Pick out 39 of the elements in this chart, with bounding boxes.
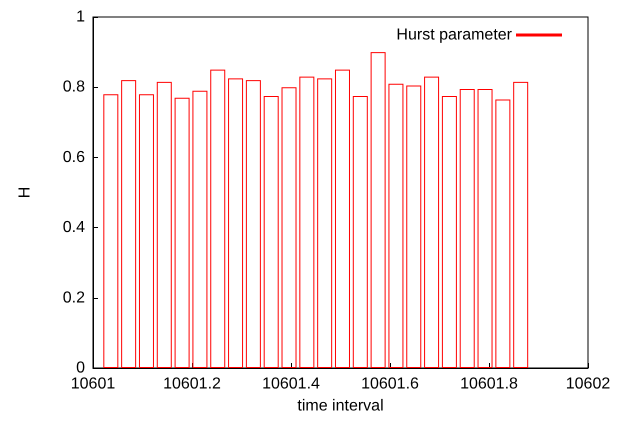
bar xyxy=(388,84,404,368)
bar xyxy=(156,82,172,368)
bar xyxy=(424,76,440,368)
bar xyxy=(210,70,226,368)
y-tick-label: 0.6 xyxy=(62,148,86,166)
bar xyxy=(495,99,510,368)
y-tick-label: 0.4 xyxy=(62,219,86,236)
bar xyxy=(264,96,279,368)
bar xyxy=(138,94,154,368)
bar xyxy=(103,94,118,368)
x-axis-title: time interval xyxy=(297,398,384,414)
bar xyxy=(406,85,422,368)
bar xyxy=(442,96,457,368)
y-tick-label: 0 xyxy=(76,360,86,376)
x-tick-label: 10601.2 xyxy=(163,376,222,392)
y-tick-label: 0.2 xyxy=(62,289,86,306)
bar xyxy=(228,78,244,368)
x-tick-label: 10602 xyxy=(566,376,610,392)
y-tick-label: 0.8 xyxy=(62,78,86,96)
bar xyxy=(513,82,528,368)
x-tick-label: 10601.4 xyxy=(262,376,320,392)
x-tick-label: 10601 xyxy=(70,376,116,392)
bar xyxy=(282,87,297,368)
bar xyxy=(317,78,332,368)
bar xyxy=(174,98,190,368)
bar xyxy=(370,52,386,368)
bar xyxy=(192,90,208,368)
bar xyxy=(299,76,314,368)
bar xyxy=(334,70,350,368)
bar xyxy=(121,80,136,368)
x-tick-label: 10601.8 xyxy=(460,376,518,392)
y-axis-title: H xyxy=(16,186,34,198)
legend-label: Hurst parameter xyxy=(396,26,513,44)
bar xyxy=(352,96,368,368)
y-tick-label: 1 xyxy=(76,8,86,26)
x-tick-label: 10601.6 xyxy=(361,376,420,392)
bar xyxy=(478,88,493,368)
bar xyxy=(460,88,475,368)
bar xyxy=(246,80,261,368)
